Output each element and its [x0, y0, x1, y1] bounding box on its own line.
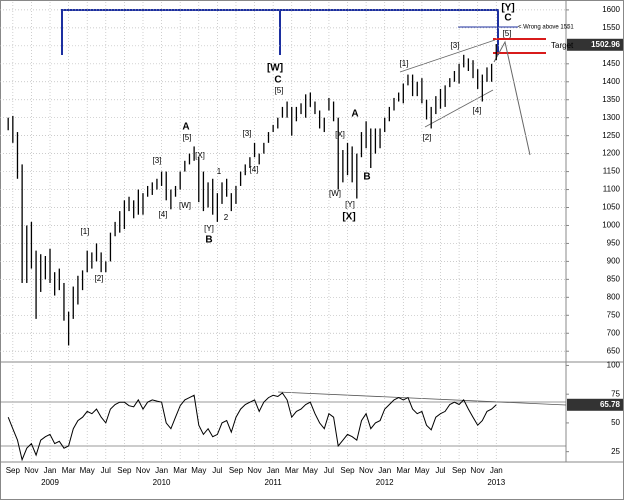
wave-label: [Y]: [204, 224, 214, 233]
y-tick-label: 50: [611, 418, 620, 427]
wave-label: C: [274, 75, 281, 86]
x-tick-label: Jan: [155, 466, 168, 475]
wave-label: [2]: [95, 274, 104, 283]
y-tick-label: 700: [607, 328, 621, 337]
wave-label: < Wrong above 1551: [518, 25, 574, 31]
wave-label: [5]: [503, 29, 512, 38]
x-tick-label: Sep: [229, 466, 244, 475]
y-tick-label: 950: [607, 239, 621, 248]
wave-label: [4]: [473, 106, 482, 115]
wave-label: [5]: [183, 133, 192, 142]
wave-label: [4]: [250, 165, 259, 174]
y-tick-label: 75: [611, 389, 620, 398]
y-tick-label: 1100: [603, 185, 621, 194]
y-tick-label: 1300: [602, 113, 620, 122]
y-tick-label: 750: [607, 310, 621, 319]
y-tick-label: 1550: [602, 23, 620, 32]
x-tick-label: May: [303, 466, 318, 475]
x-year-label: 2013: [487, 478, 505, 487]
y-tick-label: 1350: [602, 95, 620, 104]
wave-label: [2]: [423, 133, 432, 142]
wave-label: [1]: [81, 227, 90, 236]
wave-label: [X]: [335, 130, 345, 139]
x-tick-label: Jul: [212, 466, 222, 475]
rsi-line: [7, 392, 497, 462]
x-tick-label: Sep: [117, 466, 132, 475]
x-tick-label: May: [414, 466, 429, 475]
x-tick-label: Sep: [452, 466, 467, 475]
y-tick-label: 1250: [602, 131, 620, 140]
x-year-label: 2011: [265, 478, 283, 487]
x-tick-label: Nov: [471, 466, 485, 475]
wave-label: [1]: [400, 59, 409, 68]
wave-label: [W]: [179, 201, 191, 210]
x-tick-label: Mar: [173, 466, 187, 475]
y-tick-label: 100: [607, 361, 621, 370]
last-value-label: 65.78: [600, 400, 621, 409]
x-tick-label: Jan: [267, 466, 280, 475]
x-tick-label: Nov: [359, 466, 373, 475]
last-value-box: [567, 38, 623, 51]
x-tick-label: Sep: [340, 466, 355, 475]
y-tick-label: 650: [607, 346, 621, 355]
wave-label: A: [351, 109, 358, 120]
x-tick-label: Jul: [435, 466, 445, 475]
x-tick-label: Nov: [136, 466, 150, 475]
y-tick-label: 1600: [602, 5, 620, 14]
wave-label: [Y]: [345, 200, 355, 209]
y-tick-label: 1150: [603, 167, 621, 176]
wave-label: 1: [217, 167, 222, 176]
wave-label: [5]: [275, 86, 284, 95]
last-value-box: [567, 398, 623, 411]
y-tick-label: 1000: [602, 221, 620, 230]
x-tick-label: Mar: [62, 466, 76, 475]
x-year-label: 2009: [41, 478, 59, 487]
y-tick-label: 1050: [602, 203, 620, 212]
x-year-label: 2010: [153, 478, 171, 487]
x-tick-label: Mar: [396, 466, 410, 475]
y-tick-label: 1200: [602, 149, 620, 158]
x-tick-label: Jan: [378, 466, 391, 475]
y-tick-label: 25: [611, 447, 620, 456]
wave-label: [W]: [267, 63, 283, 74]
wave-label: C: [504, 13, 511, 24]
wave-label: [4]: [159, 210, 168, 219]
wave-label: [3]: [451, 41, 460, 50]
x-tick-label: Mar: [285, 466, 299, 475]
y-tick-label: 1400: [602, 77, 620, 86]
wave-label: 2: [224, 213, 229, 222]
wave-label: [X]: [342, 212, 355, 223]
x-tick-label: Jan: [44, 466, 57, 475]
y-tick-label: 1450: [602, 59, 620, 68]
y-tick-label: 900: [607, 257, 621, 266]
x-tick-label: Jul: [101, 466, 111, 475]
y-tick-label: 850: [607, 274, 621, 283]
x-year-label: 2012: [376, 478, 394, 487]
wave-label: A: [182, 122, 189, 133]
wave-label: [X]: [195, 151, 205, 160]
wave-label: [3]: [153, 156, 162, 165]
x-tick-label: Nov: [24, 466, 38, 475]
last-value-label: 1502.96: [591, 40, 620, 49]
x-tick-label: Jul: [324, 466, 334, 475]
wave-label: [3]: [243, 129, 252, 138]
wave-label: [W]: [329, 189, 341, 198]
wave-label: B: [205, 235, 212, 246]
x-tick-label: Nov: [247, 466, 261, 475]
wave-label: [Y]: [501, 3, 514, 14]
x-tick-label: May: [80, 466, 95, 475]
wave-label: Target: [551, 41, 574, 50]
x-tick-label: May: [191, 466, 206, 475]
wave-label: B: [363, 172, 370, 183]
y-tick-label: 800: [607, 292, 621, 301]
x-tick-label: Sep: [6, 466, 21, 475]
x-tick-label: Jan: [490, 466, 503, 475]
